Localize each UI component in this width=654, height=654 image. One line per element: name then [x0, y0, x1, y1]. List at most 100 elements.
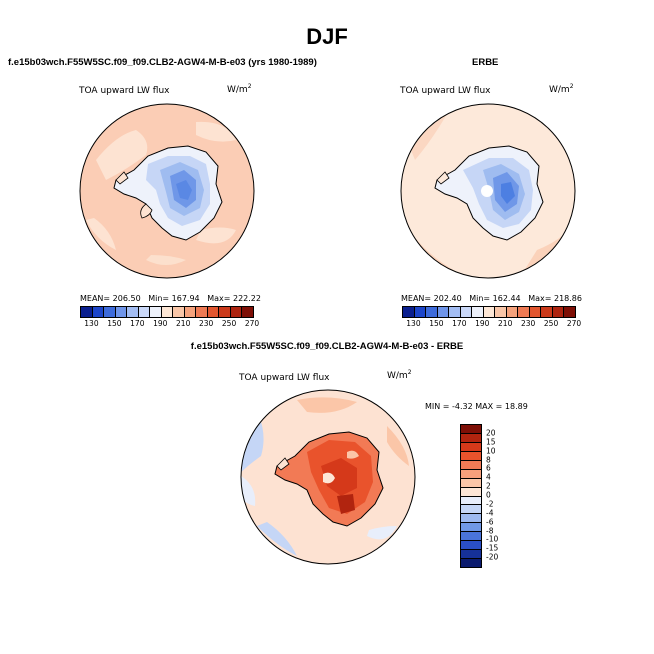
- diff-colorbar-swatch: [461, 550, 481, 560]
- obs-colorbar-swatch: [518, 307, 530, 317]
- model-colorbar-swatch: [219, 307, 231, 317]
- diff-colorbar-tick-label: 10: [486, 446, 496, 456]
- obs-colorbar-swatch: [506, 307, 519, 317]
- obs-min: Min= 162.44: [469, 294, 521, 303]
- diff-units-exp: 2: [407, 369, 412, 376]
- obs-colorbar-swatch: [472, 307, 484, 317]
- model-mean: MEAN= 206.50: [80, 294, 141, 303]
- obs-colorbar-tick-label: 170: [452, 319, 467, 328]
- model-map-title: TOA upward LW flux: [79, 86, 170, 96]
- obs-polar-map: [400, 103, 576, 279]
- model-colorbar-tick-label: 210: [176, 319, 191, 328]
- model-colorbar: [80, 306, 254, 318]
- obs-colorbar-swatch: [426, 307, 438, 317]
- model-colorbar-swatch: [92, 307, 105, 317]
- model-stats: MEAN= 206.50 Min= 167.94 Max= 222.22: [80, 294, 261, 303]
- obs-colorbar-ticks: 130 150 170 190 210 230 250 270: [402, 319, 581, 329]
- model-colorbar-tick-label: 190: [153, 319, 168, 328]
- page-title: DJF: [306, 24, 348, 49]
- obs-colorbar-swatch: [495, 307, 507, 317]
- obs-colorbar-swatch: [414, 307, 427, 317]
- obs-units: W/m2: [549, 83, 574, 96]
- model-units-exp: 2: [247, 83, 252, 90]
- diff-colorbar-swatch: [461, 559, 481, 567]
- diff-minmax: MIN = -4.32 MAX = 18.89: [425, 402, 528, 411]
- model-colorbar-swatch: [173, 307, 185, 317]
- model-colorbar-tick-label: 130: [84, 319, 99, 328]
- model-colorbar-tick-label: 250: [221, 319, 237, 328]
- obs-colorbar-tick-label: 230: [520, 319, 536, 328]
- diff-colorbar-swatch: [461, 442, 481, 452]
- diff-colorbar-tick-label: -8: [486, 526, 494, 535]
- diff-units-base: W/m: [387, 371, 408, 381]
- diff-colorbar-swatch: [461, 505, 481, 515]
- diff-units: W/m2: [387, 369, 412, 382]
- obs-colorbar: [402, 306, 576, 318]
- obs-colorbar-tick-label: 130: [406, 319, 421, 328]
- obs-colorbar-swatch: [449, 307, 461, 317]
- model-colorbar-swatch: [104, 307, 116, 317]
- obs-units-exp: 2: [569, 83, 574, 90]
- diff-colorbar-ticks: 20 15 10 8 6 4 2 0 -2 -4 -6 -8 -10 -15 -20: [486, 424, 526, 566]
- diff-colorbar-tick-label: -2: [486, 499, 494, 509]
- model-colorbar-swatch: [81, 307, 93, 317]
- diff-colorbar-tick-label: 4: [486, 472, 491, 482]
- model-colorbar-ticks: 130 150 170 190 210 230 250 270: [80, 319, 259, 329]
- obs-colorbar-tick-label: 190: [475, 319, 490, 328]
- obs-colorbar-swatch: [564, 307, 575, 317]
- obs-map-title: TOA upward LW flux: [400, 86, 491, 96]
- diff-colorbar-tick-label: -15: [486, 543, 499, 553]
- model-units: W/m2: [227, 83, 252, 96]
- diff-polar-map: [240, 389, 416, 565]
- model-units-base: W/m: [227, 85, 248, 95]
- model-colorbar-swatch: [115, 307, 128, 317]
- model-colorbar-tick-label: 170: [130, 319, 145, 328]
- model-colorbar-swatch: [184, 307, 197, 317]
- diff-colorbar-tick-label: -10: [486, 534, 499, 544]
- diff-colorbar-tick-label: 0: [486, 490, 491, 500]
- obs-stats: MEAN= 202.40 Min= 162.44 Max= 218.86: [401, 294, 582, 303]
- model-colorbar-swatch: [150, 307, 162, 317]
- diff-colorbar-swatch: [461, 478, 481, 488]
- diff-colorbar: [460, 424, 482, 568]
- obs-colorbar-swatch: [529, 307, 542, 317]
- obs-colorbar-swatch: [541, 307, 553, 317]
- obs-colorbar-swatch: [403, 307, 415, 317]
- model-colorbar-swatch: [127, 307, 139, 317]
- model-colorbar-swatch: [230, 307, 243, 317]
- diff-colorbar-tick-label: 8: [486, 455, 491, 464]
- diff-colorbar-tick-label: 2: [486, 481, 491, 491]
- diff-colorbar-swatch: [461, 514, 481, 524]
- obs-colorbar-tick-label: 270: [566, 319, 582, 328]
- diff-colorbar-swatch: [461, 433, 481, 443]
- diff-colorbar-swatch: [461, 425, 481, 434]
- diff-map-title: TOA upward LW flux: [239, 373, 330, 383]
- model-colorbar-swatch: [161, 307, 174, 317]
- diff-colorbar-tick-label: 20: [486, 428, 496, 438]
- obs-colorbar-tick-label: 250: [543, 319, 559, 328]
- diff-colorbar-swatch: [461, 496, 481, 506]
- model-colorbar-swatch: [207, 307, 220, 317]
- model-colorbar-swatch: [242, 307, 253, 317]
- model-panel-header: f.e15b03wch.F55W5SC.f09_f09.CLB2-AGW4-M-…: [8, 57, 317, 68]
- model-colorbar-swatch: [138, 307, 151, 317]
- model-polar-map: [79, 103, 255, 279]
- model-colorbar-tick-label: 270: [244, 319, 260, 328]
- model-colorbar-tick-label: 150: [107, 319, 122, 328]
- diff-panel-header: f.e15b03wch.F55W5SC.f09_f09.CLB2-AGW4-M-…: [190, 341, 464, 352]
- diff-colorbar-swatch: [461, 451, 481, 461]
- obs-units-base: W/m: [549, 85, 570, 95]
- diff-colorbar-tick-label: -4: [486, 508, 494, 518]
- diff-colorbar-swatch: [461, 532, 481, 542]
- diff-colorbar-tick-label: 15: [486, 437, 496, 447]
- obs-colorbar-swatch: [437, 307, 450, 317]
- obs-colorbar-tick-label: 210: [498, 319, 513, 328]
- obs-colorbar-tick-label: 150: [429, 319, 444, 328]
- obs-colorbar-swatch: [483, 307, 496, 317]
- diff-colorbar-swatch: [461, 469, 481, 479]
- obs-panel-header: ERBE: [472, 57, 499, 68]
- obs-colorbar-swatch: [460, 307, 473, 317]
- diff-colorbar-tick-label: 6: [486, 463, 491, 473]
- obs-colorbar-swatch: [552, 307, 565, 317]
- diff-colorbar-tick-label: -6: [486, 517, 494, 527]
